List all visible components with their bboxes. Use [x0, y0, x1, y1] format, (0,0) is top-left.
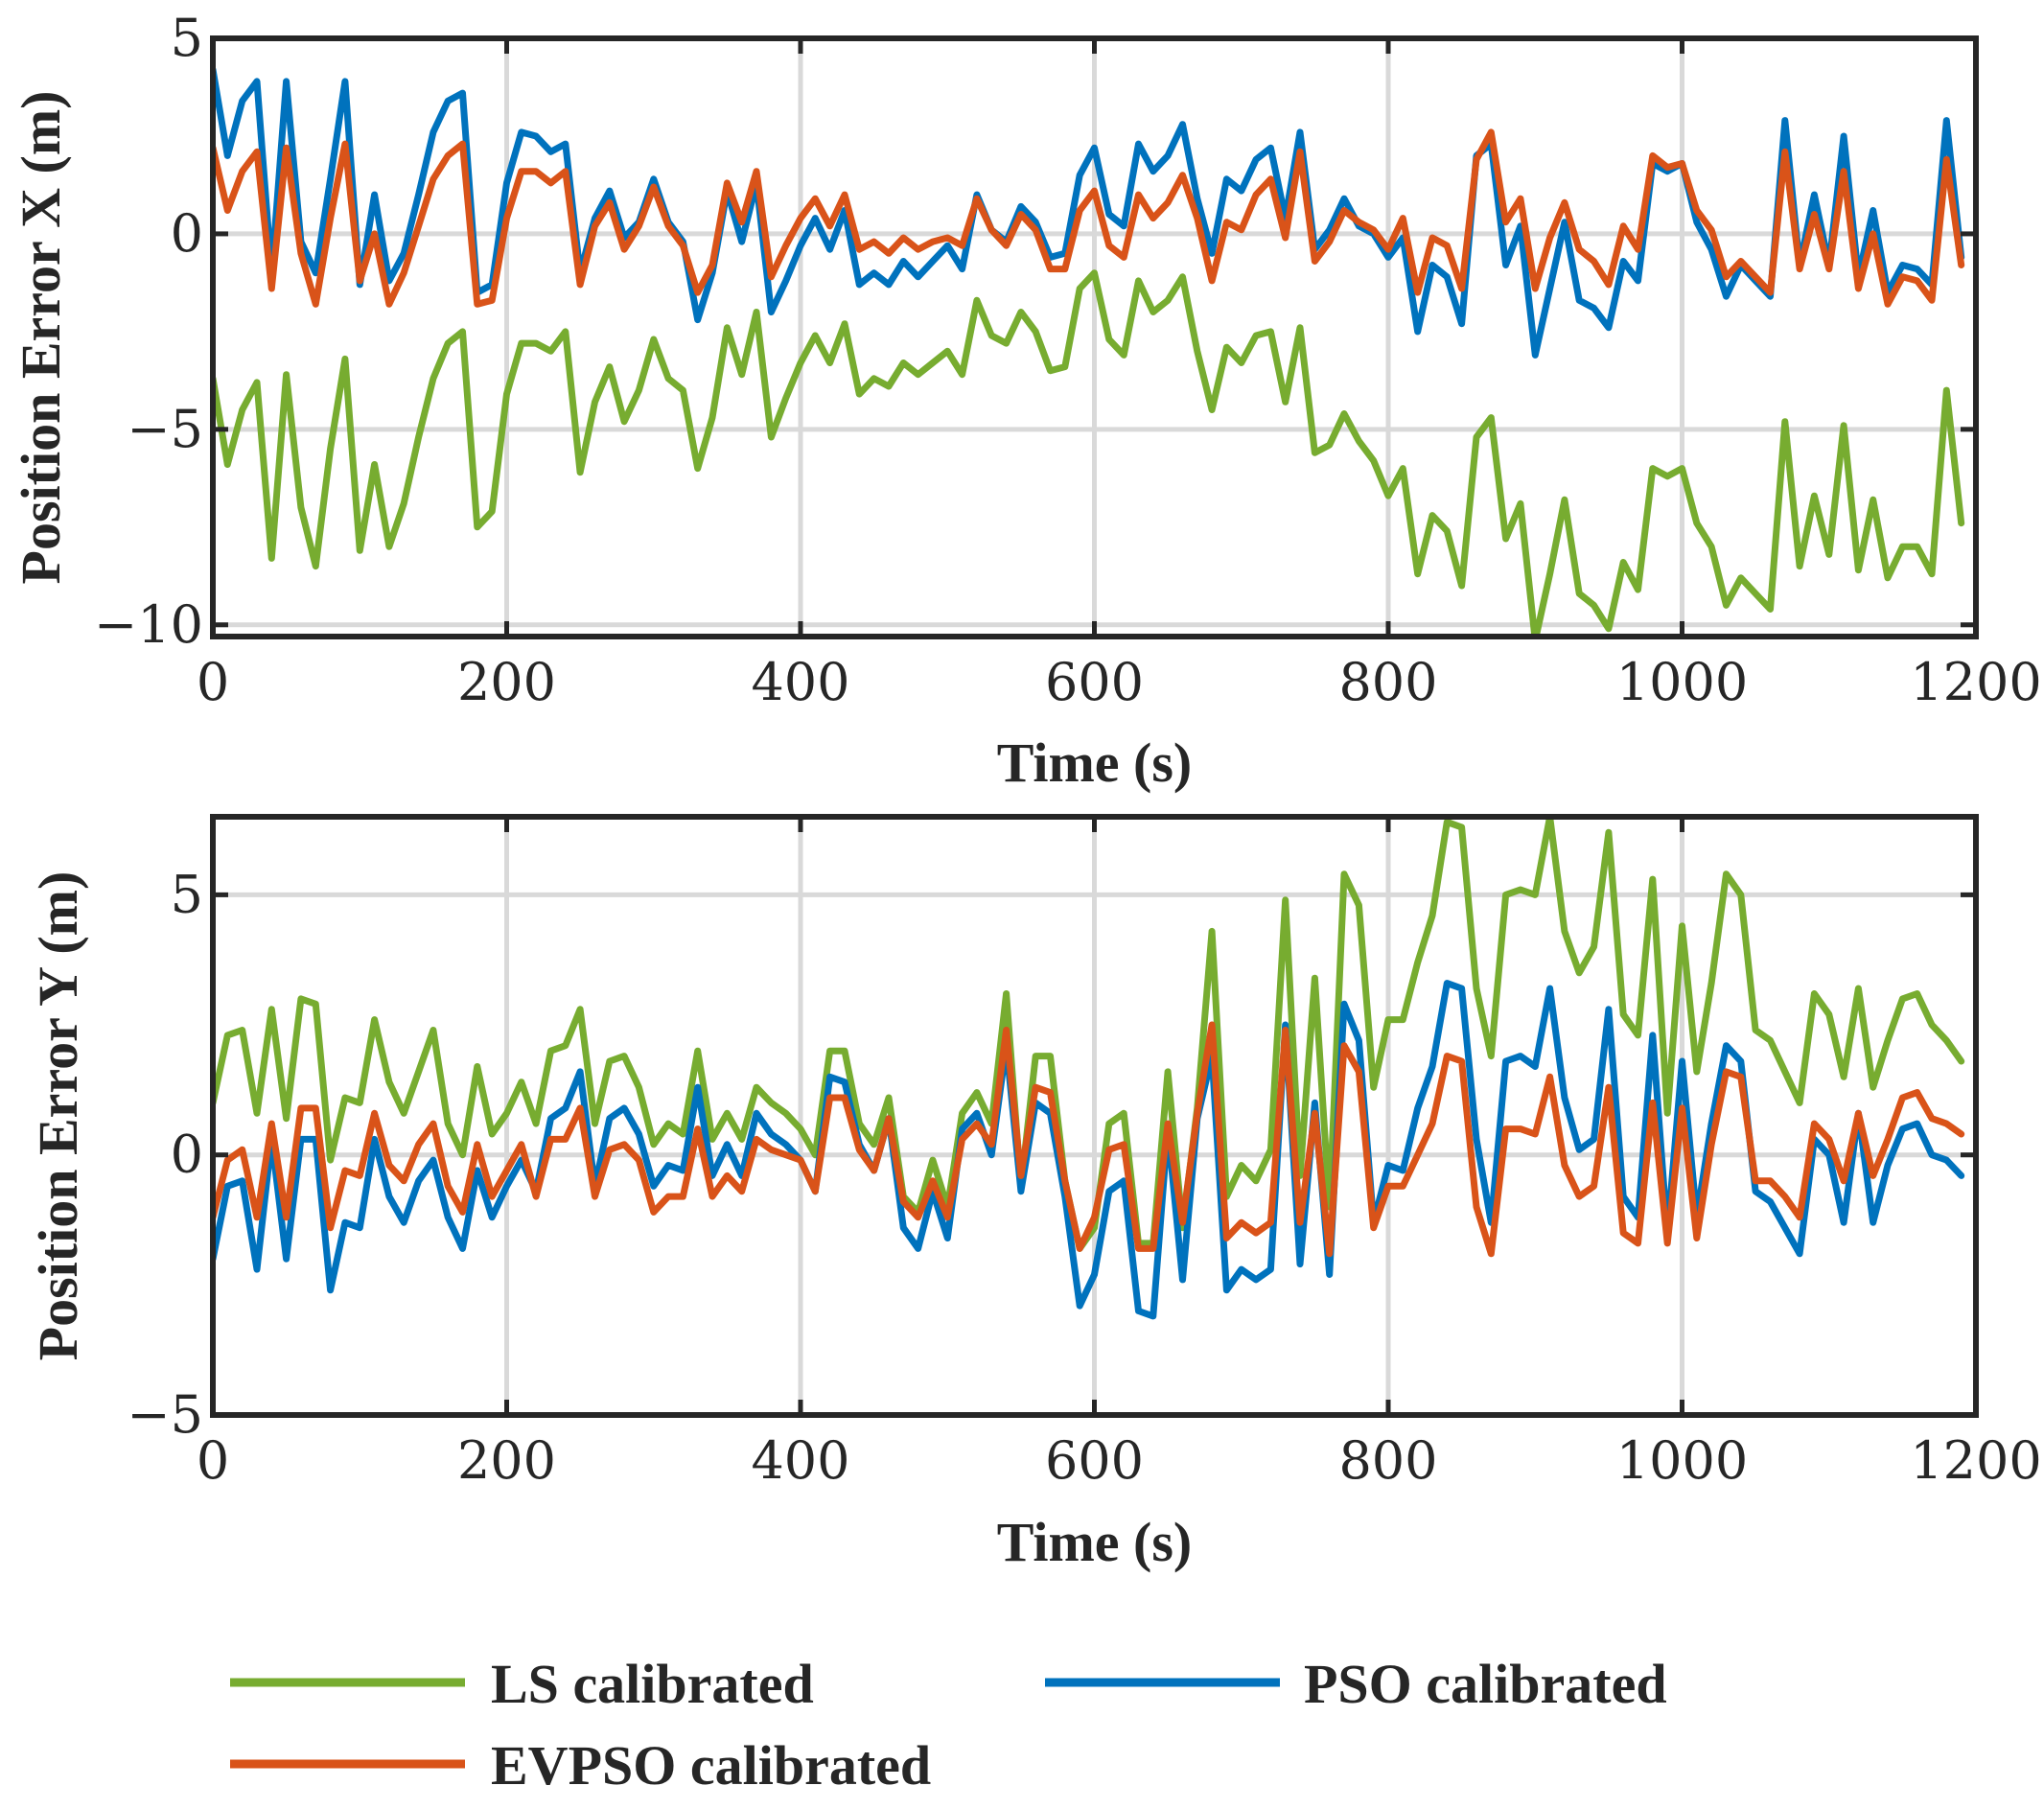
y-axis-label-x: Position Error X (m) — [10, 91, 72, 585]
y-axis-label-y: Position Error Y (m) — [27, 871, 89, 1361]
x-tick-label: 200 — [457, 1430, 556, 1491]
x-tick-label: 800 — [1338, 652, 1437, 712]
x-tick-label: 400 — [751, 1430, 849, 1491]
x-tick-label: 0 — [197, 1430, 229, 1491]
legend-label-pso: PSO calibrated — [1304, 1653, 1667, 1715]
x-tick-label: 0 — [197, 652, 229, 712]
y-tick-label: 0 — [171, 1125, 203, 1185]
y-tick-label: 0 — [171, 203, 203, 264]
x-tick-label: 1200 — [1910, 1430, 2041, 1491]
y-tick-label: 5 — [171, 8, 203, 68]
x-tick-label: 1000 — [1616, 1430, 1748, 1491]
x-axis-label: Time (s) — [997, 731, 1193, 794]
series-line-ls — [213, 269, 1965, 637]
x-tick-label: 600 — [1045, 1430, 1144, 1491]
x-tick-label: 800 — [1338, 1430, 1437, 1491]
plot-position-error-x: 0 200 400 600 800 1000 1200 5 0 −5 −10 Time (s) Posi… — [10, 8, 2042, 794]
x-tick-label: 1200 — [1910, 652, 2041, 712]
x-tick-label: 1000 — [1616, 652, 1748, 712]
y-tick-label: 5 — [171, 864, 203, 924]
x-axis-label: Time (s) — [997, 1511, 1193, 1573]
x-tick-label: 400 — [751, 652, 849, 712]
y-tick-label: −5 — [127, 1384, 203, 1445]
x-tick-label: 200 — [457, 652, 556, 712]
series-line-evpso — [213, 128, 1965, 308]
x-tick-label: 600 — [1045, 652, 1144, 712]
legend-label-evpso: EVPSO calibrated — [491, 1734, 931, 1797]
series-line-evpso — [213, 1021, 1965, 1258]
y-tick-label: −5 — [127, 399, 203, 459]
legend-label-ls: LS calibrated — [491, 1653, 814, 1715]
legend: LS calibrated PSO calibrated EVPSO calib… — [230, 1653, 1667, 1797]
y-tick-label: −10 — [94, 594, 203, 655]
